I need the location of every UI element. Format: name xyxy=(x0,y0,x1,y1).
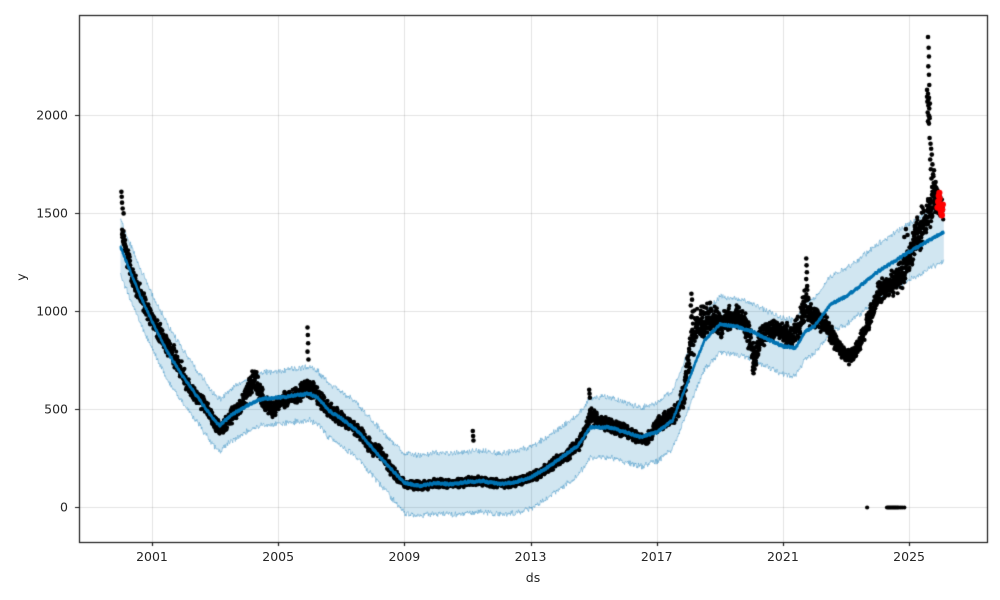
y-tick-label: 1500 xyxy=(36,205,68,221)
x-axis-label: ds xyxy=(525,570,541,585)
x-tick-label: 2021 xyxy=(766,549,799,564)
y-tick-label: 500 xyxy=(44,401,68,417)
y-tick-label: 0 xyxy=(60,499,68,515)
x-tick-label: 2001 xyxy=(136,549,168,564)
x-tick-label: 2005 xyxy=(262,549,295,564)
y-tick-label: 2000 xyxy=(36,107,68,123)
x-tick-label: 2009 xyxy=(388,549,421,564)
y-axis-label: y xyxy=(13,273,29,281)
x-tick-label: 2013 xyxy=(514,549,547,564)
y-tick-label: 1000 xyxy=(36,303,68,319)
x-tick-label: 2017 xyxy=(640,549,673,564)
x-tick-label: 2025 xyxy=(893,549,925,564)
